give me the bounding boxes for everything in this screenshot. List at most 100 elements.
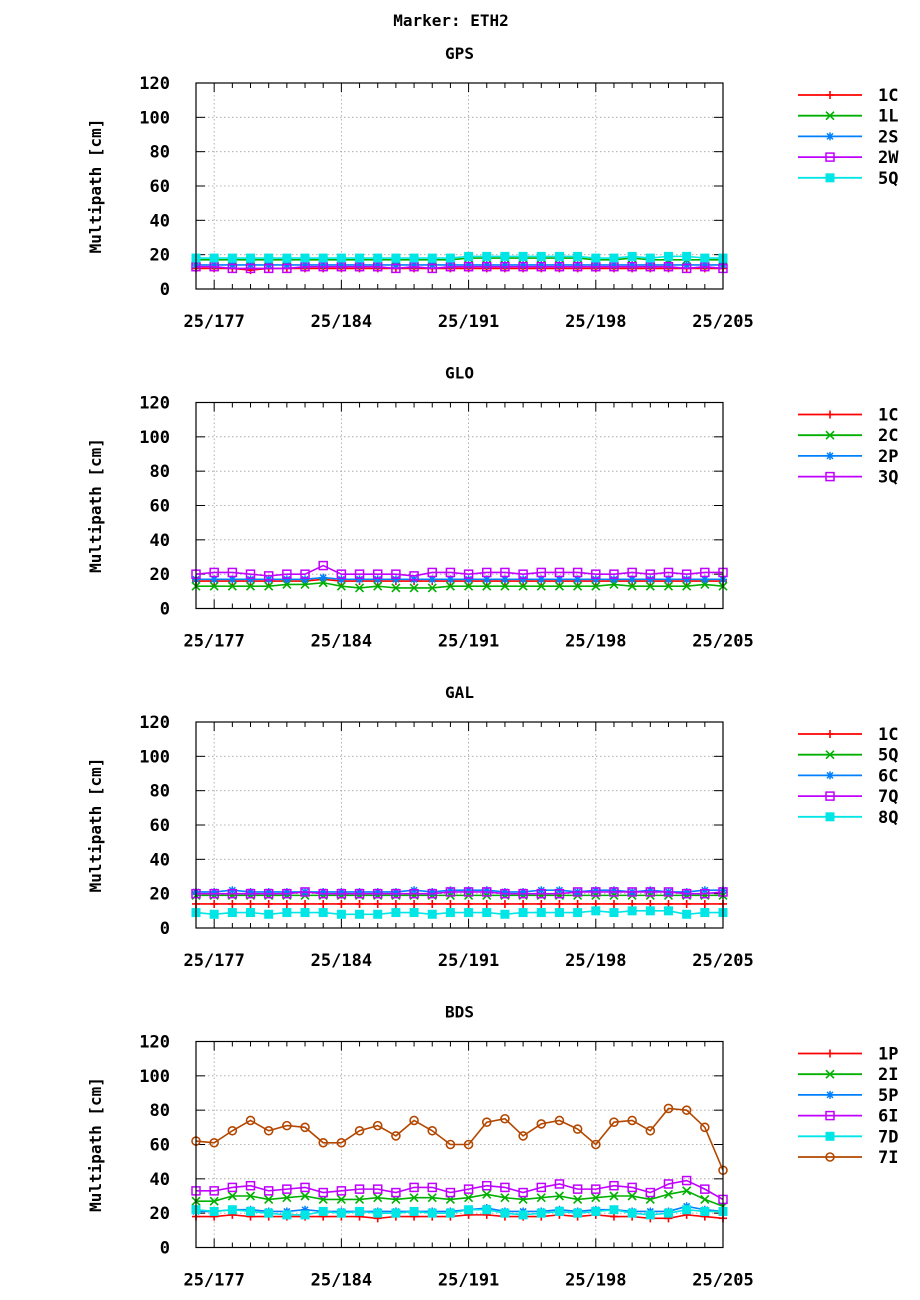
series-8q xyxy=(191,906,728,919)
data-point xyxy=(663,1189,674,1199)
data-point xyxy=(373,1193,383,1203)
data-point xyxy=(646,575,655,584)
data-point xyxy=(518,1131,528,1141)
data-point xyxy=(337,260,346,269)
data-point xyxy=(300,261,310,272)
data-point xyxy=(536,567,547,578)
panel-title: GAL xyxy=(445,683,474,702)
legend-marker xyxy=(825,430,835,440)
legend-entry: 1L xyxy=(798,107,898,127)
data-point xyxy=(409,1193,419,1203)
data-point xyxy=(664,260,673,269)
data-point xyxy=(646,886,655,895)
data-point xyxy=(391,899,400,908)
legend-entry: 5Q xyxy=(798,746,898,766)
data-point xyxy=(372,261,383,272)
y-tick-label: 80 xyxy=(150,782,170,802)
data-point xyxy=(264,899,273,908)
data-point xyxy=(482,899,491,908)
data-point xyxy=(209,1137,219,1148)
data-point xyxy=(463,1184,474,1194)
data-point xyxy=(464,251,474,261)
data-point xyxy=(227,581,237,591)
y-tick-label: 0 xyxy=(160,280,170,300)
data-point xyxy=(336,261,347,272)
y-tick-label: 120 xyxy=(139,713,170,733)
legend-marker xyxy=(826,410,834,419)
data-point xyxy=(391,908,401,918)
data-point xyxy=(645,1210,655,1220)
data-point xyxy=(355,253,365,263)
data-point xyxy=(355,1206,365,1216)
data-point xyxy=(700,899,709,908)
y-tick-label: 60 xyxy=(150,177,170,197)
y-axis-label: Multipath [cm] xyxy=(86,438,105,573)
legend-label: 2C xyxy=(878,426,898,446)
data-point xyxy=(700,260,709,269)
series-line xyxy=(196,1190,724,1208)
data-point xyxy=(681,1105,692,1115)
data-point xyxy=(336,1208,346,1218)
legend-marker xyxy=(825,1131,835,1141)
data-point xyxy=(446,899,455,908)
data-point xyxy=(591,253,601,263)
series-line xyxy=(196,581,724,589)
data-point xyxy=(301,1205,310,1214)
data-point xyxy=(409,908,419,918)
series-1c xyxy=(192,899,727,908)
data-point xyxy=(500,567,510,578)
data-point xyxy=(573,260,582,269)
data-point xyxy=(682,575,691,584)
data-point xyxy=(700,888,710,899)
data-point xyxy=(591,569,601,579)
data-point xyxy=(373,575,382,584)
data-point xyxy=(445,1187,456,1198)
legend-label: 2S xyxy=(878,127,898,147)
data-point xyxy=(573,251,583,261)
data-point xyxy=(427,583,437,593)
data-point xyxy=(682,1205,692,1215)
data-point xyxy=(609,260,618,269)
chart-panel-gal: GAL 0 20 40 60 80 100 120 25/177 25/184 25/191 25/1… xyxy=(86,683,898,971)
data-point xyxy=(536,1119,547,1129)
data-point xyxy=(591,261,601,272)
data-point xyxy=(591,906,601,916)
y-tick-label: 100 xyxy=(139,1067,170,1087)
data-point xyxy=(500,888,510,899)
data-point xyxy=(245,569,256,579)
data-point xyxy=(209,581,219,591)
data-point xyxy=(663,906,673,916)
data-point xyxy=(681,263,692,274)
plot-frame xyxy=(195,1040,724,1249)
data-point xyxy=(609,575,618,584)
tick-marks xyxy=(195,402,724,609)
data-point xyxy=(536,251,546,261)
data-point xyxy=(427,1182,437,1193)
data-point xyxy=(518,261,528,272)
data-point xyxy=(482,1189,492,1199)
data-point xyxy=(228,899,237,908)
data-point xyxy=(482,251,492,261)
data-point xyxy=(700,253,710,263)
data-point xyxy=(536,581,546,591)
data-point xyxy=(500,887,509,896)
legend-marker xyxy=(826,451,834,460)
data-point xyxy=(445,261,456,272)
plot-frame xyxy=(195,82,724,290)
data-point xyxy=(445,253,455,263)
data-point xyxy=(609,1205,619,1215)
data-point xyxy=(427,253,437,263)
legend-label: 5P xyxy=(878,1086,898,1106)
y-tick-label: 20 xyxy=(150,885,170,905)
legend-marker xyxy=(826,771,834,780)
data-point xyxy=(427,1125,438,1136)
data-point xyxy=(373,887,382,896)
y-tick-label: 0 xyxy=(160,919,170,939)
data-point xyxy=(663,887,674,897)
legend-marker xyxy=(825,1069,835,1079)
data-point xyxy=(209,909,219,919)
x-tick-label: 25/198 xyxy=(565,312,626,332)
legend-entry: 7Q xyxy=(798,787,898,807)
data-point xyxy=(264,1194,274,1204)
data-point xyxy=(391,1187,401,1198)
